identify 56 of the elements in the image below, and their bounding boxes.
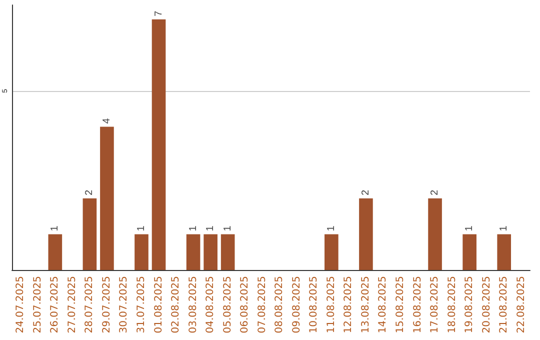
data-label: 7: [153, 10, 164, 16]
bar: [134, 234, 148, 270]
data-label: 1: [188, 225, 199, 232]
x-tick-label: 26.07.2025: [50, 276, 61, 334]
x-tick-label: 03.08.2025: [188, 276, 199, 334]
x-tick-label: 21.08.2025: [498, 276, 510, 334]
x-tick-label: 29.07.2025: [101, 276, 112, 334]
bar: [462, 234, 476, 270]
data-label: 1: [205, 225, 216, 232]
x-tick-label: 12.08.2025: [343, 276, 354, 334]
data-label: 1: [50, 225, 61, 232]
data-label: 1: [326, 225, 337, 232]
data-label: 2: [84, 189, 96, 196]
x-tick-label: 19.08.2025: [464, 276, 476, 334]
x-tick-label: 01.08.2025: [153, 276, 164, 334]
x-tick-label: 02.08.2025: [170, 276, 182, 334]
bar: [100, 126, 114, 270]
bar: [428, 198, 442, 270]
x-tick-label: 10.08.2025: [308, 276, 320, 334]
x-tick-label: 24.07.2025: [15, 276, 26, 334]
bar: [324, 234, 338, 270]
x-tick-label: 27.07.2025: [66, 276, 78, 334]
x-tick-label: 08.08.2025: [274, 276, 286, 334]
x-tick-label: 20.08.2025: [481, 276, 492, 334]
bar: [48, 234, 62, 270]
x-tick-label: 25.07.2025: [32, 276, 44, 334]
data-label: 1: [464, 225, 476, 232]
x-tick-label: 07.08.2025: [256, 276, 268, 334]
data-label: 2: [360, 189, 372, 196]
x-tick-label: 18.08.2025: [446, 276, 458, 334]
x-tick-label: 15.08.2025: [395, 276, 406, 334]
x-tick-label: 31.07.2025: [136, 276, 147, 334]
data-label: 2: [430, 189, 441, 196]
x-tick-label: 14.08.2025: [378, 276, 389, 334]
bar: [220, 234, 235, 270]
x-tick-label: 13.08.2025: [360, 276, 372, 334]
data-label: 1: [498, 225, 510, 232]
x-tick-label: 28.07.2025: [84, 276, 96, 334]
x-tick-label: 06.08.2025: [240, 276, 251, 334]
x-tick-label: 30.07.2025: [118, 276, 130, 334]
x-tick-label: 17.08.2025: [430, 276, 441, 334]
x-tick-label: 05.08.2025: [222, 276, 234, 334]
bar: [204, 234, 218, 270]
bar: [152, 19, 166, 270]
bar: [186, 234, 200, 270]
bar: [82, 198, 97, 270]
bar: [359, 198, 373, 270]
data-label: 4: [101, 118, 112, 124]
x-tick-label: 09.08.2025: [291, 276, 302, 334]
data-label: 1: [222, 225, 234, 232]
data-label: 1: [136, 225, 147, 232]
x-tick-label: 22.08.2025: [516, 276, 527, 334]
bar: [497, 234, 512, 270]
x-tick-label: 16.08.2025: [412, 276, 424, 334]
x-tick-label: 11.08.2025: [326, 276, 337, 334]
x-tick-label: 04.08.2025: [205, 276, 216, 334]
